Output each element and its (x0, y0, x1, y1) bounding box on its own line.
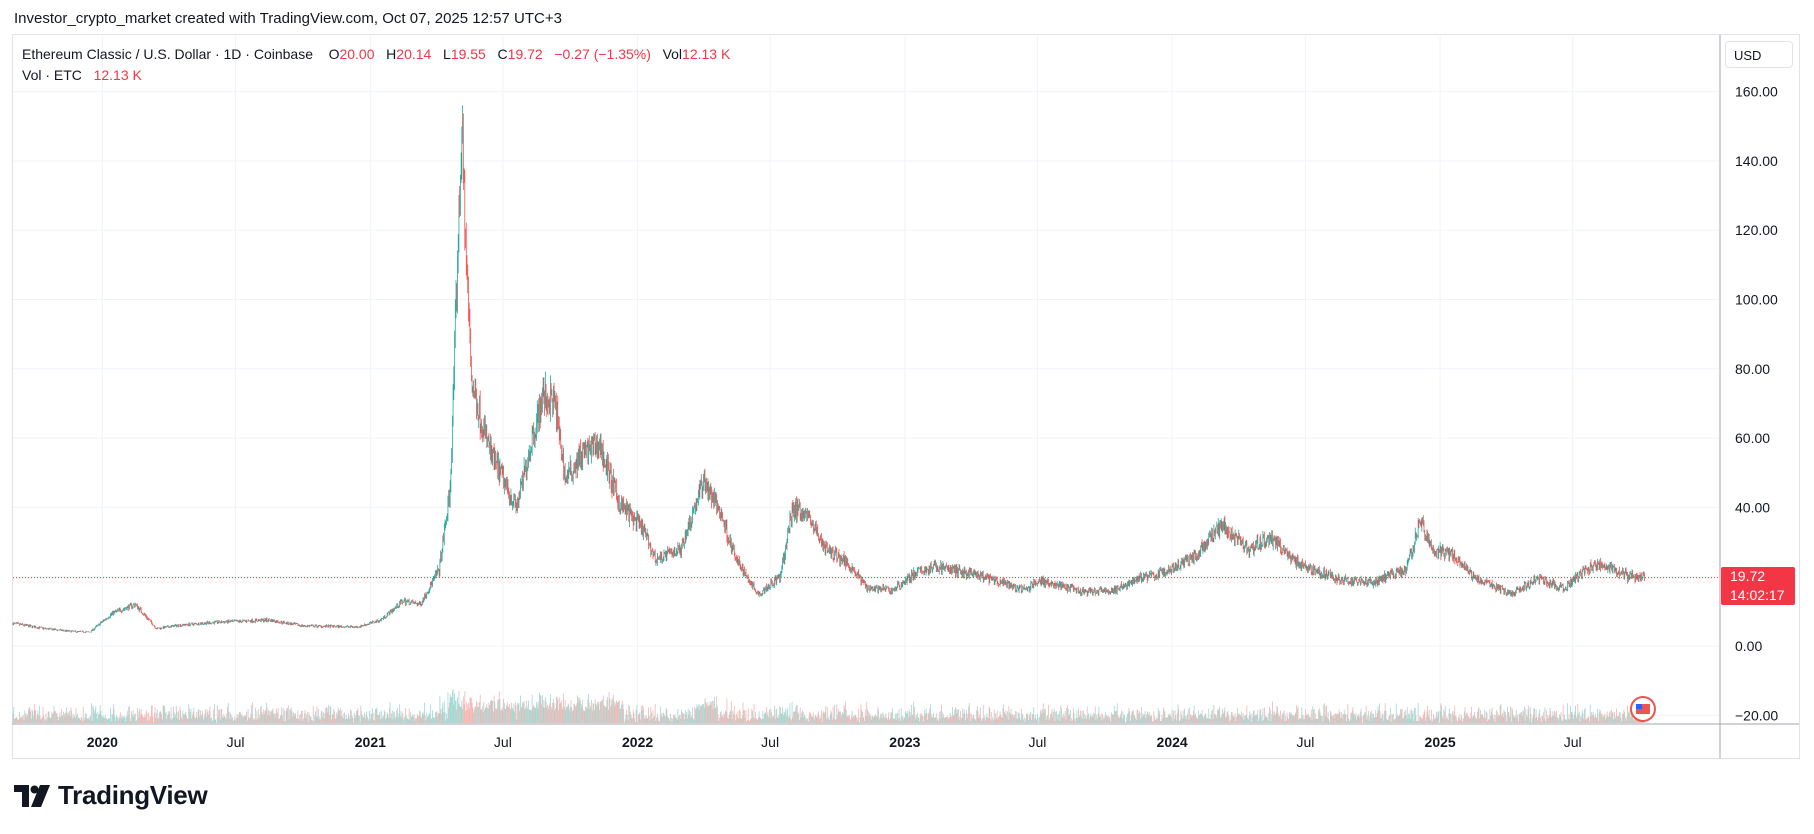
y-tick-label: 100.00 (1735, 292, 1778, 308)
x-tick-label: Jul (494, 734, 512, 750)
tradingview-logo-icon (14, 784, 50, 807)
legend-open-value: 20.00 (339, 46, 375, 62)
event-flag-body (1635, 704, 1650, 714)
legend-low-label: L (443, 46, 451, 62)
x-tick-label: Jul (761, 734, 779, 750)
legend-volume-value: 12.13 K (93, 67, 142, 83)
x-tick-label: Jul (227, 734, 245, 750)
candles (12, 105, 1645, 634)
legend-high-label: H (386, 46, 397, 62)
y-tick-label: −20.00 (1735, 707, 1778, 723)
legend-price-line: Ethereum Classic / U.S. Dollar · 1D · Co… (22, 44, 730, 65)
legend-volume-label[interactable]: Vol · ETC (22, 67, 82, 83)
x-tick-label: 2024 (1157, 734, 1188, 750)
y-tick-label: 140.00 (1735, 153, 1778, 169)
legend-symbol[interactable]: Ethereum Classic / U.S. Dollar · 1D · Co… (22, 46, 313, 62)
x-tick-label: Jul (1564, 734, 1582, 750)
legend-change: −0.27 (−1.35%) (554, 46, 651, 62)
y-tick-label: 160.00 (1735, 84, 1778, 100)
event-flag-canton (1635, 704, 1642, 709)
x-tick-label: 2023 (889, 734, 920, 750)
legend-vol-label: Vol (662, 46, 683, 62)
volume-bars (12, 689, 1645, 723)
y-tick-label: 120.00 (1735, 222, 1778, 238)
y-tick-label: 60.00 (1735, 430, 1770, 446)
event-flag-icon[interactable] (1629, 696, 1656, 722)
y-tick-label: 80.00 (1735, 361, 1770, 377)
x-tick-label: 2020 (87, 734, 118, 750)
y-tick-label: 40.00 (1735, 499, 1770, 515)
legend-vol-value: 12.13 K (682, 46, 731, 62)
currency-button[interactable]: USD (1725, 41, 1793, 68)
chart-caption: Investor_crypto_market created with Trad… (14, 10, 562, 27)
tradingview-logo[interactable]: TradingView (14, 780, 208, 811)
x-tick-label: 2021 (355, 734, 386, 750)
bar-countdown: 14:02:17 (1730, 587, 1785, 603)
chart-legend: Ethereum Classic / U.S. Dollar · 1D · Co… (22, 44, 730, 86)
last-price-value: 19.72 (1730, 568, 1766, 584)
last-price-tag: 19.72 14:02:17 (1721, 567, 1795, 605)
chart-frame (12, 34, 1800, 759)
y-tick-label: 0.00 (1735, 638, 1762, 654)
x-tick-label: Jul (1028, 734, 1046, 750)
x-tick-label: 2022 (622, 734, 653, 750)
legend-close-value: 19.72 (507, 46, 543, 62)
x-tick-label: 2025 (1425, 734, 1456, 750)
legend-volume-line: Vol · ETC 12.13 K (22, 65, 730, 86)
x-tick-label: Jul (1296, 734, 1314, 750)
grid-lines (13, 36, 1719, 723)
legend-close-label: C (497, 46, 508, 62)
legend-low-value: 19.55 (450, 46, 486, 62)
legend-open-label: O (328, 46, 340, 62)
tradingview-logo-text: TradingView (58, 780, 208, 810)
legend-high-value: 20.14 (396, 46, 432, 62)
